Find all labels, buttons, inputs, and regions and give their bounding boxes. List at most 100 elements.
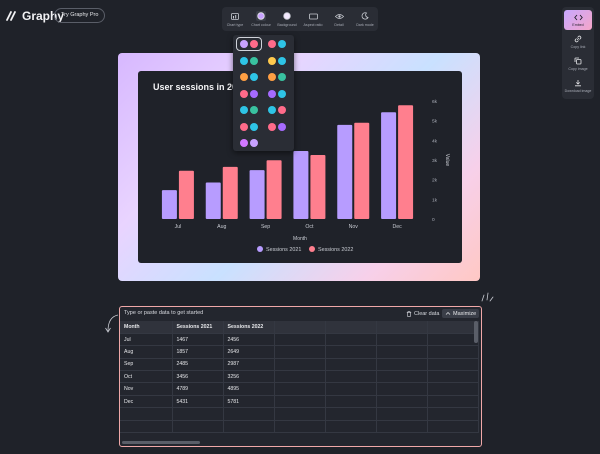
palette-option[interactable] (265, 88, 289, 100)
data-cell[interactable] (274, 395, 326, 409)
data-cell[interactable] (325, 420, 377, 434)
data-cell[interactable]: 2649 (223, 345, 275, 359)
data-cell[interactable] (325, 382, 377, 396)
data-cell[interactable] (427, 358, 479, 372)
chart-title: User sessions in 2021 (153, 82, 248, 92)
data-cell[interactable]: 5431 (172, 395, 224, 409)
data-cell[interactable]: 4895 (223, 382, 275, 396)
palette-option[interactable] (265, 38, 289, 50)
data-cell[interactable]: 2485 (172, 358, 224, 372)
clear-data-button[interactable]: Clear data (406, 309, 439, 319)
y-tick-label: 2k (432, 178, 438, 184)
data-cell[interactable]: 1857 (172, 345, 224, 359)
data-cell[interactable]: Nov (120, 382, 173, 396)
data-cell[interactable] (376, 370, 428, 384)
palette-option[interactable] (237, 121, 261, 133)
data-cell[interactable] (274, 345, 326, 359)
data-cell[interactable] (120, 407, 173, 421)
data-cell[interactable] (325, 395, 377, 409)
palette-option[interactable] (237, 71, 261, 83)
horizontal-scrollbar[interactable] (122, 441, 200, 444)
palette-swatch (240, 89, 248, 98)
copy-link-button[interactable]: Copy link (564, 32, 592, 52)
data-cell[interactable]: Oct (120, 370, 173, 384)
data-cell[interactable] (376, 333, 428, 347)
data-cell[interactable]: Dec (120, 395, 173, 409)
data-cell[interactable] (376, 358, 428, 372)
bar-oct-2 (310, 154, 326, 219)
data-cell[interactable] (376, 407, 428, 421)
data-cell[interactable] (376, 345, 428, 359)
palette-option[interactable] (237, 104, 261, 116)
header-cell[interactable] (325, 321, 377, 334)
aspect-ratio-button[interactable]: Aspect ratio (300, 11, 326, 27)
data-cell[interactable] (325, 407, 377, 421)
chart-type-label: Chart type (226, 23, 244, 27)
data-cell[interactable] (274, 333, 326, 347)
data-cell[interactable] (325, 358, 377, 372)
data-cell[interactable] (427, 420, 479, 434)
header-cell[interactable] (274, 321, 326, 334)
data-cell[interactable]: 5781 (223, 395, 275, 409)
header-cell[interactable] (427, 321, 479, 334)
try-pro-button[interactable]: Try Graphy Pro (54, 8, 106, 23)
embed-button[interactable]: Embed (564, 10, 592, 30)
data-cell[interactable]: 3456 (172, 370, 224, 384)
header-cell[interactable]: Sessions 2021 (172, 321, 224, 334)
palette-option[interactable] (265, 71, 289, 83)
data-cell[interactable]: 2987 (223, 358, 275, 372)
header-cell[interactable] (376, 321, 428, 334)
graphy-logo[interactable]: Graphy (6, 9, 64, 23)
palette-option[interactable] (265, 104, 289, 116)
detail-button[interactable]: Detail (326, 11, 352, 27)
data-cell[interactable]: Jul (120, 333, 173, 347)
download-image-button[interactable]: Download image (564, 76, 592, 96)
palette-option[interactable] (237, 55, 261, 67)
data-cell[interactable] (427, 345, 479, 359)
data-cell[interactable]: Aug (120, 345, 173, 359)
palette-option[interactable] (237, 88, 261, 100)
chart-colour-button[interactable]: Chart colour (248, 11, 274, 27)
data-cell[interactable] (172, 420, 224, 434)
background-button[interactable]: Background (274, 11, 300, 27)
data-cell[interactable] (274, 382, 326, 396)
maximize-button[interactable]: Maximize (442, 309, 480, 318)
data-cell[interactable] (274, 420, 326, 434)
chart-type-button[interactable]: Chart type (222, 11, 248, 27)
data-cell[interactable] (120, 420, 173, 434)
data-cell[interactable]: 2456 (223, 333, 275, 347)
data-cell[interactable] (427, 382, 479, 396)
data-cell[interactable] (172, 407, 224, 421)
data-cell[interactable] (223, 407, 275, 421)
data-cell[interactable] (274, 358, 326, 372)
data-cell[interactable] (325, 345, 377, 359)
data-cell[interactable]: Sep (120, 358, 173, 372)
data-cell[interactable] (223, 420, 275, 434)
data-cell[interactable] (376, 382, 428, 396)
data-cell[interactable]: 1467 (172, 333, 224, 347)
data-cell[interactable] (427, 407, 479, 421)
data-cell[interactable] (376, 395, 428, 409)
data-cell[interactable] (427, 395, 479, 409)
palette-option[interactable] (265, 55, 289, 67)
data-cell[interactable] (376, 420, 428, 434)
vertical-scrollbar[interactable] (474, 321, 478, 343)
palette-option[interactable] (236, 37, 262, 51)
data-grid[interactable]: Month Sessions 2021 Sessions 2022 Jul 1467 24… (120, 321, 479, 434)
data-cell[interactable] (274, 370, 326, 384)
data-cell[interactable] (274, 407, 326, 421)
data-cell[interactable] (325, 333, 377, 347)
header-cell[interactable]: Sessions 2022 (223, 321, 275, 334)
dark-mode-button[interactable]: Dark mode (352, 11, 378, 27)
palette-option[interactable] (265, 121, 289, 133)
table-row: Jul 1467 2456 (120, 333, 479, 347)
data-cell[interactable]: 3256 (223, 370, 275, 384)
palette-icon (256, 11, 266, 21)
data-cell[interactable]: 4789 (172, 382, 224, 396)
data-cell[interactable] (325, 370, 377, 384)
copy-image-button[interactable]: Copy image (564, 54, 592, 74)
palette-option[interactable] (237, 137, 261, 149)
data-cell[interactable] (427, 333, 479, 347)
header-cell[interactable]: Month (120, 321, 173, 334)
data-cell[interactable] (427, 370, 479, 384)
